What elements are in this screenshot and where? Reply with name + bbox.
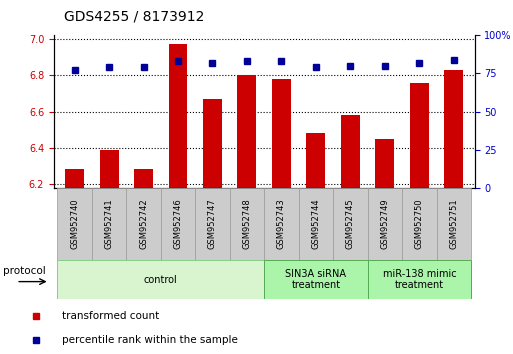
Bar [444,70,463,188]
Bar [368,188,402,260]
Bar [299,188,333,260]
Text: GSM952741: GSM952741 [105,199,113,249]
Text: protocol: protocol [3,266,46,276]
Text: GSM952750: GSM952750 [415,199,424,249]
Bar [402,188,437,260]
Text: transformed count: transformed count [62,310,159,321]
Bar [203,99,222,188]
Bar [230,188,264,260]
Bar [161,188,195,260]
Bar [410,82,429,188]
Bar [264,260,368,299]
Bar [368,260,471,299]
Text: GSM952740: GSM952740 [70,199,79,249]
Text: control: control [144,275,177,285]
Text: GSM952747: GSM952747 [208,199,217,249]
Bar [341,115,360,188]
Text: miR-138 mimic
treatment: miR-138 mimic treatment [383,269,456,291]
Bar [57,188,92,260]
Text: GSM952748: GSM952748 [243,199,251,249]
Text: GSM952744: GSM952744 [311,199,321,249]
Bar [168,45,187,188]
Text: GSM952745: GSM952745 [346,199,355,249]
Bar [437,188,471,260]
Bar [92,188,126,260]
Bar [376,139,394,188]
Bar [195,188,230,260]
Bar [264,188,299,260]
Text: SIN3A siRNA
treatment: SIN3A siRNA treatment [285,269,346,291]
Bar [306,133,325,188]
Bar [272,79,291,188]
Bar [333,188,368,260]
Text: GSM952751: GSM952751 [449,199,458,249]
Bar [238,75,256,188]
Text: GSM952743: GSM952743 [277,199,286,249]
Text: GSM952742: GSM952742 [139,199,148,249]
Bar [100,149,119,188]
Bar [134,170,153,188]
Text: GDS4255 / 8173912: GDS4255 / 8173912 [64,9,205,23]
Bar [126,188,161,260]
Bar [65,170,84,188]
Text: GSM952746: GSM952746 [173,199,183,249]
Bar [57,260,264,299]
Text: GSM952749: GSM952749 [380,199,389,249]
Text: percentile rank within the sample: percentile rank within the sample [62,335,238,345]
